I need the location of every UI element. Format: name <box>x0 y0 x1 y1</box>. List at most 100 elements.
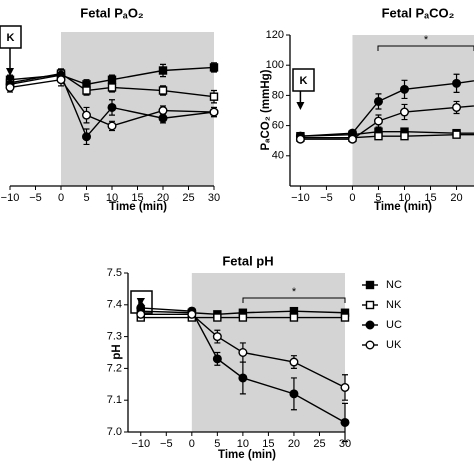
series-line <box>9 72 215 98</box>
data-point <box>400 84 410 94</box>
x-tick-label: 0 <box>58 192 64 204</box>
plot-area <box>5 62 219 146</box>
chart-title: Fetal pH <box>222 253 273 268</box>
data-point <box>340 417 350 427</box>
y-tick-label: 40 <box>272 150 284 162</box>
data-point <box>5 82 15 92</box>
data-point <box>347 134 357 144</box>
data-point <box>212 332 222 342</box>
data-point <box>295 134 305 144</box>
legend-label: NC <box>386 279 402 291</box>
y-axis-label: PₐCO₂ (mmHg) <box>260 69 272 150</box>
data-point <box>340 313 350 322</box>
data-point <box>212 354 222 364</box>
data-point <box>400 107 410 117</box>
data-point <box>238 313 248 322</box>
x-tick-label: 5 <box>375 192 381 204</box>
data-point <box>400 131 409 141</box>
series-line <box>300 105 474 140</box>
data-point <box>289 389 299 399</box>
k-arrow-head <box>296 102 305 110</box>
x-tick-label: 30 <box>208 192 220 204</box>
x-tick-label: 25 <box>182 192 194 204</box>
data-point <box>238 348 248 358</box>
x-tick-label: 10 <box>106 192 118 204</box>
legend-label: NK <box>386 299 402 311</box>
legend-marker <box>365 320 375 330</box>
y-tick-label: 7.0 <box>107 426 122 438</box>
data-point <box>289 357 299 367</box>
series-line <box>140 310 346 316</box>
x-tick-label: 20 <box>450 192 462 204</box>
y-tick-label: 7.4 <box>107 299 122 311</box>
y-tick-label: 7.3 <box>107 331 122 343</box>
data-point <box>107 102 117 112</box>
data-point <box>289 313 299 322</box>
y-axis-label: pH <box>111 344 123 359</box>
y-tick-label: 120 <box>266 29 284 41</box>
data-point <box>136 309 146 319</box>
series-line <box>300 133 474 139</box>
data-point <box>238 373 248 383</box>
x-tick-label: 15 <box>131 192 143 204</box>
data-point <box>209 92 219 101</box>
significance-bracket <box>242 297 346 303</box>
y-tick-label: 7.5 <box>107 267 122 279</box>
x-axis-label: Time (min) <box>109 201 167 213</box>
data-point <box>374 131 383 141</box>
plot-area <box>136 303 350 443</box>
legend-label: UK <box>386 339 402 351</box>
x-tick-label: 20 <box>157 192 169 204</box>
data-point <box>81 110 91 120</box>
plot-area <box>295 73 474 144</box>
x-tick-label: −10 <box>291 192 310 204</box>
k-label: K <box>300 75 308 87</box>
chart-title: Fetal PₐCO₂ <box>382 5 455 20</box>
y-tick-label: 100 <box>266 59 284 71</box>
x-tick-label: −10 <box>1 192 20 204</box>
legend-marker <box>365 300 375 310</box>
k-box <box>292 68 315 92</box>
y-tick-label: 80 <box>272 89 284 101</box>
data-point <box>452 102 462 112</box>
data-point <box>452 130 461 139</box>
data-point <box>452 78 462 88</box>
data-point <box>107 75 117 84</box>
x-tick-label: 10 <box>398 192 410 204</box>
x-tick-label: −10 <box>131 438 150 450</box>
x-tick-label: −5 <box>160 438 173 450</box>
significance-star: * <box>424 34 429 46</box>
y-tick-label: 60 <box>272 120 284 132</box>
data-point <box>56 75 66 85</box>
series-line <box>300 130 474 137</box>
data-point <box>373 96 383 106</box>
data-point <box>81 132 91 142</box>
legend-marker <box>365 340 375 350</box>
k-arrow-head <box>6 68 14 76</box>
data-point <box>373 116 383 126</box>
x-tick-label: −5 <box>320 192 333 204</box>
x-tick-label: 0 <box>189 438 195 450</box>
x-axis-label: Time (min) <box>374 201 432 213</box>
data-point <box>209 63 219 72</box>
series-line <box>9 74 215 139</box>
shaded-region <box>61 32 214 186</box>
x-tick-label: 15 <box>424 192 436 204</box>
x-tick-label: 5 <box>214 438 220 450</box>
data-point <box>340 382 350 392</box>
x-axis-label: Time (min) <box>218 449 276 461</box>
chart-title: Fetal PₐO₂ <box>80 5 144 20</box>
series-line <box>300 80 474 137</box>
data-point <box>107 121 117 131</box>
legend-marker <box>365 280 375 290</box>
data-point <box>107 83 117 92</box>
x-tick-label: 0 <box>349 192 355 204</box>
data-point <box>158 106 168 116</box>
data-point <box>213 313 222 322</box>
legend-label: UC <box>386 319 402 331</box>
significance-bracket <box>377 45 474 51</box>
data-point <box>187 309 197 319</box>
data-point <box>158 86 168 95</box>
k-arrow-head <box>136 298 145 306</box>
